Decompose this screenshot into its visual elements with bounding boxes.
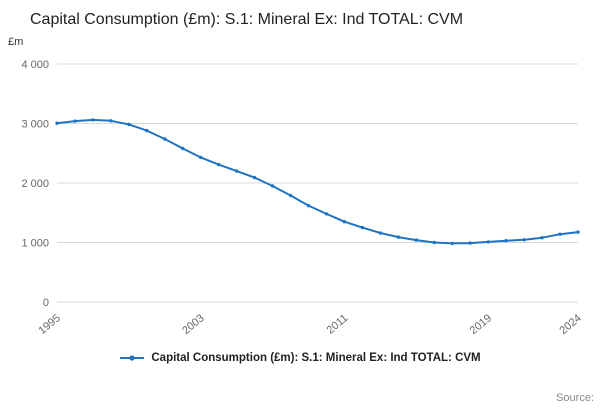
data-point[interactable] [91,118,95,122]
data-point[interactable] [522,238,526,242]
data-point[interactable] [270,184,275,188]
x-tick-label: 2003 [180,312,206,337]
data-point[interactable] [73,119,77,123]
data-point[interactable] [109,119,113,123]
data-point[interactable] [540,236,544,240]
data-point[interactable] [145,128,149,133]
y-tick-label: 0 [43,297,49,309]
data-point[interactable] [342,220,347,224]
data-point[interactable] [235,169,239,173]
data-point[interactable] [486,240,490,244]
x-tick-label: 2019 [468,312,494,337]
y-tick-label: 4 000 [21,59,49,71]
data-point[interactable] [396,235,400,239]
data-point[interactable] [558,232,562,236]
data-point[interactable] [163,137,167,141]
data-point[interactable] [504,239,508,243]
legend-label: Capital Consumption (£m): S.1: Mineral E… [151,352,481,364]
legend-item[interactable]: Capital Consumption (£m): S.1: Mineral E… [119,352,481,364]
chart-canvas: 0 1 000 2 000 3 000 4 000 1995 2003 2011 2019 202… [21,59,583,337]
y-tick-label: 3 000 [21,119,49,131]
data-point[interactable] [288,193,293,198]
data-point[interactable] [414,238,418,242]
legend: Capital Consumption (£m): S.1: Mineral E… [0,350,600,368]
x-tick-label: 2024 [557,312,583,337]
data-point[interactable] [360,225,365,230]
chart-page: Capital Consumption (£m): S.1: Mineral E… [0,10,600,404]
y-axis-unit-label: £m [8,36,24,48]
chart-title: Capital Consumption (£m): S.1: Mineral E… [30,11,464,28]
source-label: Source: [556,392,594,404]
data-point[interactable] [127,122,131,127]
data-point[interactable] [432,240,436,245]
data-point[interactable] [306,203,311,208]
data-point[interactable] [55,121,59,125]
data-point[interactable] [199,155,203,160]
data-point[interactable] [324,212,329,216]
x-tick-label: 2011 [325,312,351,336]
data-point[interactable] [217,162,221,167]
data-point[interactable] [450,241,454,246]
data-point[interactable] [378,231,383,235]
y-tick-label: 1 000 [21,238,49,250]
x-tick-label: 1995 [36,312,62,337]
data-point[interactable] [252,175,257,180]
series-line [56,118,579,245]
data-point[interactable] [468,241,472,245]
data-point[interactable] [576,230,580,234]
legend-line-marker-icon [120,355,145,361]
y-tick-label: 2 000 [21,178,49,190]
data-point[interactable] [181,146,185,151]
